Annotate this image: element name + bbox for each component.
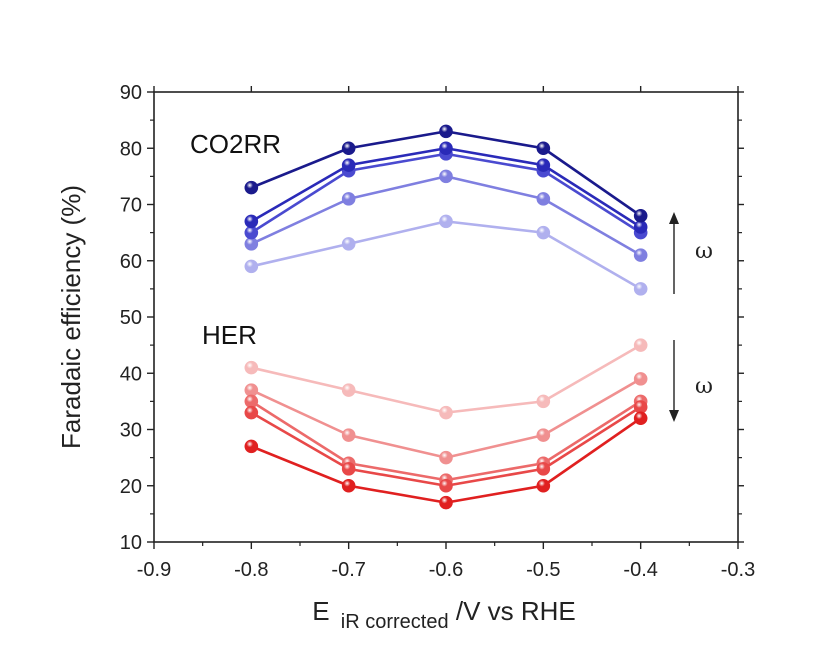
- omega-arrow-down: [669, 340, 679, 422]
- x-axis-title-subscript: iR corrected: [341, 611, 449, 633]
- series-co2rr-1: [244, 124, 648, 223]
- data-point: [439, 141, 453, 156]
- y-tick-label: 90: [120, 82, 142, 104]
- data-point: [244, 439, 259, 454]
- y-tick-label: 10: [120, 532, 142, 554]
- omega-label-co2rr: ω: [695, 239, 713, 264]
- x-axis-title-tail: /V vs RHE: [456, 596, 576, 626]
- data-point: [244, 360, 259, 375]
- data-point: [633, 338, 648, 352]
- data-point: [536, 428, 551, 442]
- data-point: [341, 428, 356, 442]
- x-tick-label: -0.8: [234, 559, 268, 581]
- data-point: [536, 394, 551, 409]
- data-point: [633, 411, 648, 426]
- data-point: [633, 282, 648, 296]
- series-line: [251, 220, 642, 291]
- data-point: [341, 237, 356, 251]
- data-point: [244, 405, 259, 420]
- data-point: [439, 478, 453, 493]
- data-point: [536, 192, 551, 206]
- x-axis: -0.9 -0.8 -0.7 -0.6 -0.5 -0.4 -0.3: [137, 86, 755, 581]
- data-point: [439, 169, 453, 184]
- data-point: [341, 383, 356, 397]
- omega-label-her: ω: [695, 374, 713, 399]
- data-point: [439, 405, 453, 420]
- y-tick-label: 20: [120, 476, 142, 498]
- data-point: [633, 208, 648, 223]
- data-point: [536, 462, 551, 476]
- series-her-1: [244, 411, 648, 510]
- data-point: [633, 372, 648, 386]
- omega-arrow-up: [669, 212, 679, 294]
- y-tick-label: 60: [120, 251, 142, 273]
- data-point: [536, 478, 551, 493]
- data-point: [439, 124, 453, 139]
- y-axis: 10 20 30 40 50 60 70 80 90: [120, 82, 744, 554]
- series-co2rr-4: [244, 169, 648, 262]
- data-point: [341, 158, 356, 172]
- data-point: [439, 214, 453, 229]
- y-tick-label: 80: [120, 138, 142, 160]
- series-co2rr-2: [244, 141, 648, 234]
- x-tick-label: -0.7: [331, 559, 365, 581]
- x-tick-label: -0.4: [623, 559, 657, 581]
- data-point: [244, 214, 259, 229]
- x-axis-title: E iR corrected /V vs RHE: [312, 596, 576, 634]
- y-tick-label: 70: [120, 195, 142, 217]
- x-tick-label: -0.9: [137, 559, 171, 581]
- x-tick-label: -0.6: [429, 559, 463, 581]
- series-co2rr-5: [244, 214, 648, 296]
- data-point: [341, 192, 356, 206]
- series-her-2: [244, 400, 648, 493]
- series-layer: [244, 124, 648, 510]
- x-tick-label: -0.3: [721, 559, 755, 581]
- her-label: HER: [202, 320, 257, 350]
- data-point: [439, 450, 453, 465]
- series-line: [251, 343, 642, 414]
- y-tick-label: 50: [120, 307, 142, 329]
- y-tick-label: 40: [120, 363, 142, 385]
- data-point: [536, 158, 551, 172]
- series-her-5: [244, 338, 648, 420]
- data-point: [341, 478, 356, 493]
- x-axis-title-main: E: [312, 596, 329, 626]
- data-point: [244, 259, 259, 274]
- data-point: [633, 248, 648, 262]
- data-point: [341, 462, 356, 476]
- co2rr-label: CO2RR: [190, 129, 281, 159]
- data-point: [536, 141, 551, 156]
- y-tick-label: 30: [120, 420, 142, 442]
- x-tick-label: -0.5: [526, 559, 560, 581]
- series-her-4: [244, 372, 648, 465]
- data-point: [341, 141, 356, 156]
- y-axis-title: Faradaic efficiency (%): [56, 185, 86, 449]
- data-point: [536, 225, 551, 240]
- data-point: [244, 180, 259, 195]
- data-point: [439, 495, 453, 510]
